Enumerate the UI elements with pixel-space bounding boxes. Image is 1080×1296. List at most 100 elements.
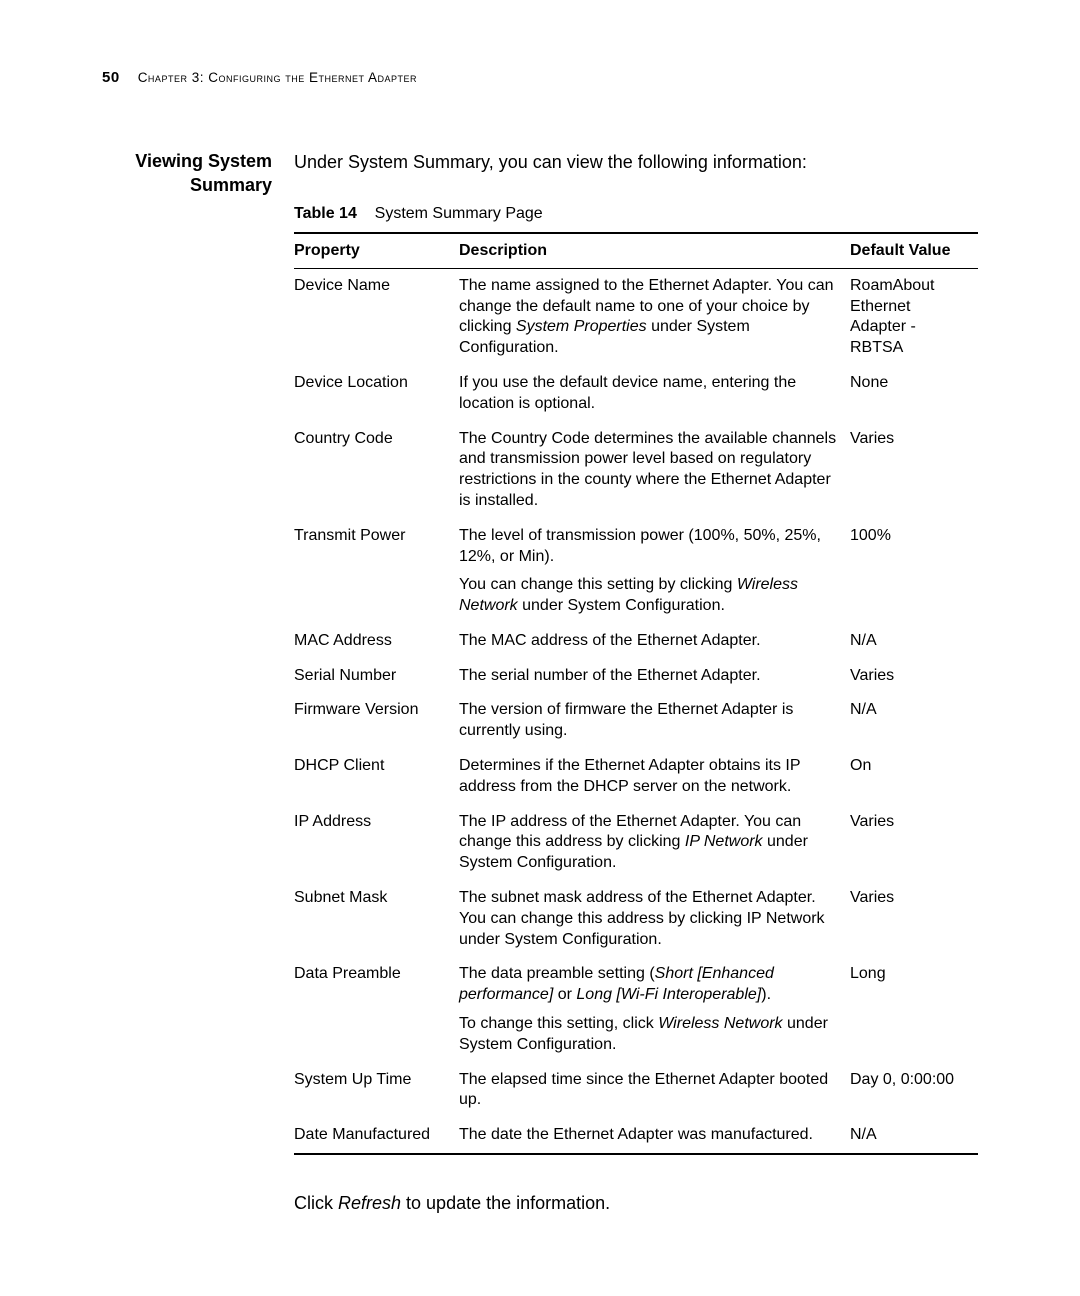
description-text: The level of transmission power (100%, 5… xyxy=(459,527,821,565)
default-value-cell: None xyxy=(850,366,978,422)
description-cell: The IP address of the Ethernet Adapter. … xyxy=(459,805,850,881)
default-value-cell: N/A xyxy=(850,624,978,659)
section-intro: Under System Summary, you can view the f… xyxy=(294,150,978,174)
default-value-cell: N/A xyxy=(850,1118,978,1154)
description-text: Long [Wi-Fi Interoperable] xyxy=(576,986,761,1003)
main-column: Under System Summary, you can view the f… xyxy=(294,150,978,1215)
description-cell: The level of transmission power (100%, 5… xyxy=(459,519,850,624)
default-value-cell: On xyxy=(850,749,978,805)
page-number: 50 xyxy=(102,68,120,88)
content-row: Viewing System Summary Under System Summ… xyxy=(102,150,978,1215)
property-cell: Firmware Version xyxy=(294,693,459,749)
col-header-description: Description xyxy=(459,233,850,268)
property-cell: Data Preamble xyxy=(294,957,459,1062)
description-text: The data preamble setting ( xyxy=(459,965,655,982)
table-row: Subnet MaskThe subnet mask address of th… xyxy=(294,881,978,957)
default-value-cell: RoamAbout Ethernet Adapter - RBTSA xyxy=(850,268,978,366)
refresh-instruction: Click Refresh to update the information. xyxy=(294,1191,978,1215)
table-row: IP AddressThe IP address of the Ethernet… xyxy=(294,805,978,881)
table-row: Device NameThe name assigned to the Ethe… xyxy=(294,268,978,366)
description-paragraph: The elapsed time since the Ethernet Adap… xyxy=(459,1070,842,1112)
description-paragraph: The version of firmware the Ethernet Ada… xyxy=(459,700,842,742)
default-value-cell: Long xyxy=(850,957,978,1062)
default-value-cell: Day 0, 0:00:00 xyxy=(850,1063,978,1119)
description-cell: The elapsed time since the Ethernet Adap… xyxy=(459,1063,850,1119)
table-row: Serial NumberThe serial number of the Et… xyxy=(294,659,978,694)
property-cell: MAC Address xyxy=(294,624,459,659)
description-cell: The Country Code determines the availabl… xyxy=(459,422,850,519)
table-header-row: Property Description Default Value xyxy=(294,233,978,268)
chapter-label: Chapter 3: Configuring the Ethernet Adap… xyxy=(138,69,417,87)
description-text: You can change this setting by clicking xyxy=(459,576,737,593)
description-paragraph: The MAC address of the Ethernet Adapter. xyxy=(459,631,842,652)
section-heading: Viewing System Summary xyxy=(102,150,272,197)
description-text: The Country Code determines the availabl… xyxy=(459,430,836,509)
description-cell: If you use the default device name, ente… xyxy=(459,366,850,422)
description-paragraph: Determines if the Ethernet Adapter obtai… xyxy=(459,756,842,798)
property-cell: System Up Time xyxy=(294,1063,459,1119)
instruction-post: to update the information. xyxy=(401,1193,610,1213)
system-summary-table: Property Description Default Value Devic… xyxy=(294,232,978,1155)
description-text: under System Configuration. xyxy=(518,597,725,614)
description-text: or xyxy=(553,986,576,1003)
description-paragraph: The Country Code determines the availabl… xyxy=(459,429,842,512)
description-paragraph: The serial number of the Ethernet Adapte… xyxy=(459,666,842,687)
property-cell: Transmit Power xyxy=(294,519,459,624)
table-row: Device LocationIf you use the default de… xyxy=(294,366,978,422)
description-paragraph: The data preamble setting (Short [Enhanc… xyxy=(459,964,842,1006)
table-row: Firmware VersionThe version of firmware … xyxy=(294,693,978,749)
table-row: Data PreambleThe data preamble setting (… xyxy=(294,957,978,1062)
description-paragraph: The IP address of the Ethernet Adapter. … xyxy=(459,812,842,874)
description-text: The subnet mask address of the Ethernet … xyxy=(459,889,825,948)
property-cell: Country Code xyxy=(294,422,459,519)
table-row: System Up TimeThe elapsed time since the… xyxy=(294,1063,978,1119)
col-header-default: Default Value xyxy=(850,233,978,268)
table-row: Country CodeThe Country Code determines … xyxy=(294,422,978,519)
description-text: System Properties xyxy=(516,318,647,335)
description-text: Determines if the Ethernet Adapter obtai… xyxy=(459,757,800,795)
description-text: The MAC address of the Ethernet Adapter. xyxy=(459,632,761,649)
description-cell: The MAC address of the Ethernet Adapter. xyxy=(459,624,850,659)
table-row: DHCP ClientDetermines if the Ethernet Ad… xyxy=(294,749,978,805)
description-cell: The data preamble setting (Short [Enhanc… xyxy=(459,957,850,1062)
default-value-cell: Varies xyxy=(850,659,978,694)
table-caption-text: System Summary Page xyxy=(375,205,543,222)
instruction-pre: Click xyxy=(294,1193,338,1213)
property-cell: Device Location xyxy=(294,366,459,422)
table-caption: Table 14 System Summary Page xyxy=(294,203,978,225)
description-text: If you use the default device name, ente… xyxy=(459,374,796,412)
default-value-cell: Varies xyxy=(850,422,978,519)
description-cell: The serial number of the Ethernet Adapte… xyxy=(459,659,850,694)
description-cell: The version of firmware the Ethernet Ada… xyxy=(459,693,850,749)
property-cell: Date Manufactured xyxy=(294,1118,459,1154)
description-text: To change this setting, click xyxy=(459,1015,658,1032)
table-caption-label: Table 14 xyxy=(294,205,357,222)
default-value-cell: N/A xyxy=(850,693,978,749)
description-paragraph: The subnet mask address of the Ethernet … xyxy=(459,888,842,950)
property-cell: Subnet Mask xyxy=(294,881,459,957)
description-text: The date the Ethernet Adapter was manufa… xyxy=(459,1126,813,1143)
description-text: The serial number of the Ethernet Adapte… xyxy=(459,667,761,684)
table-body: Device NameThe name assigned to the Ethe… xyxy=(294,268,978,1154)
description-paragraph: The date the Ethernet Adapter was manufa… xyxy=(459,1125,842,1146)
property-cell: DHCP Client xyxy=(294,749,459,805)
default-value-cell: Varies xyxy=(850,881,978,957)
table-row: Transmit PowerThe level of transmission … xyxy=(294,519,978,624)
table-row: Date ManufacturedThe date the Ethernet A… xyxy=(294,1118,978,1154)
default-value-cell: Varies xyxy=(850,805,978,881)
description-text: ). xyxy=(761,986,771,1003)
description-text: The elapsed time since the Ethernet Adap… xyxy=(459,1071,828,1109)
description-cell: The date the Ethernet Adapter was manufa… xyxy=(459,1118,850,1154)
col-header-property: Property xyxy=(294,233,459,268)
description-paragraph: The name assigned to the Ethernet Adapte… xyxy=(459,276,842,359)
description-paragraph: If you use the default device name, ente… xyxy=(459,373,842,415)
property-cell: Serial Number xyxy=(294,659,459,694)
section-heading-column: Viewing System Summary xyxy=(102,150,272,1215)
description-cell: The name assigned to the Ethernet Adapte… xyxy=(459,268,850,366)
description-cell: The subnet mask address of the Ethernet … xyxy=(459,881,850,957)
description-text: IP Network xyxy=(685,833,763,850)
table-row: MAC AddressThe MAC address of the Ethern… xyxy=(294,624,978,659)
property-cell: IP Address xyxy=(294,805,459,881)
description-text: Wireless Network xyxy=(658,1015,782,1032)
description-paragraph: The level of transmission power (100%, 5… xyxy=(459,526,842,568)
